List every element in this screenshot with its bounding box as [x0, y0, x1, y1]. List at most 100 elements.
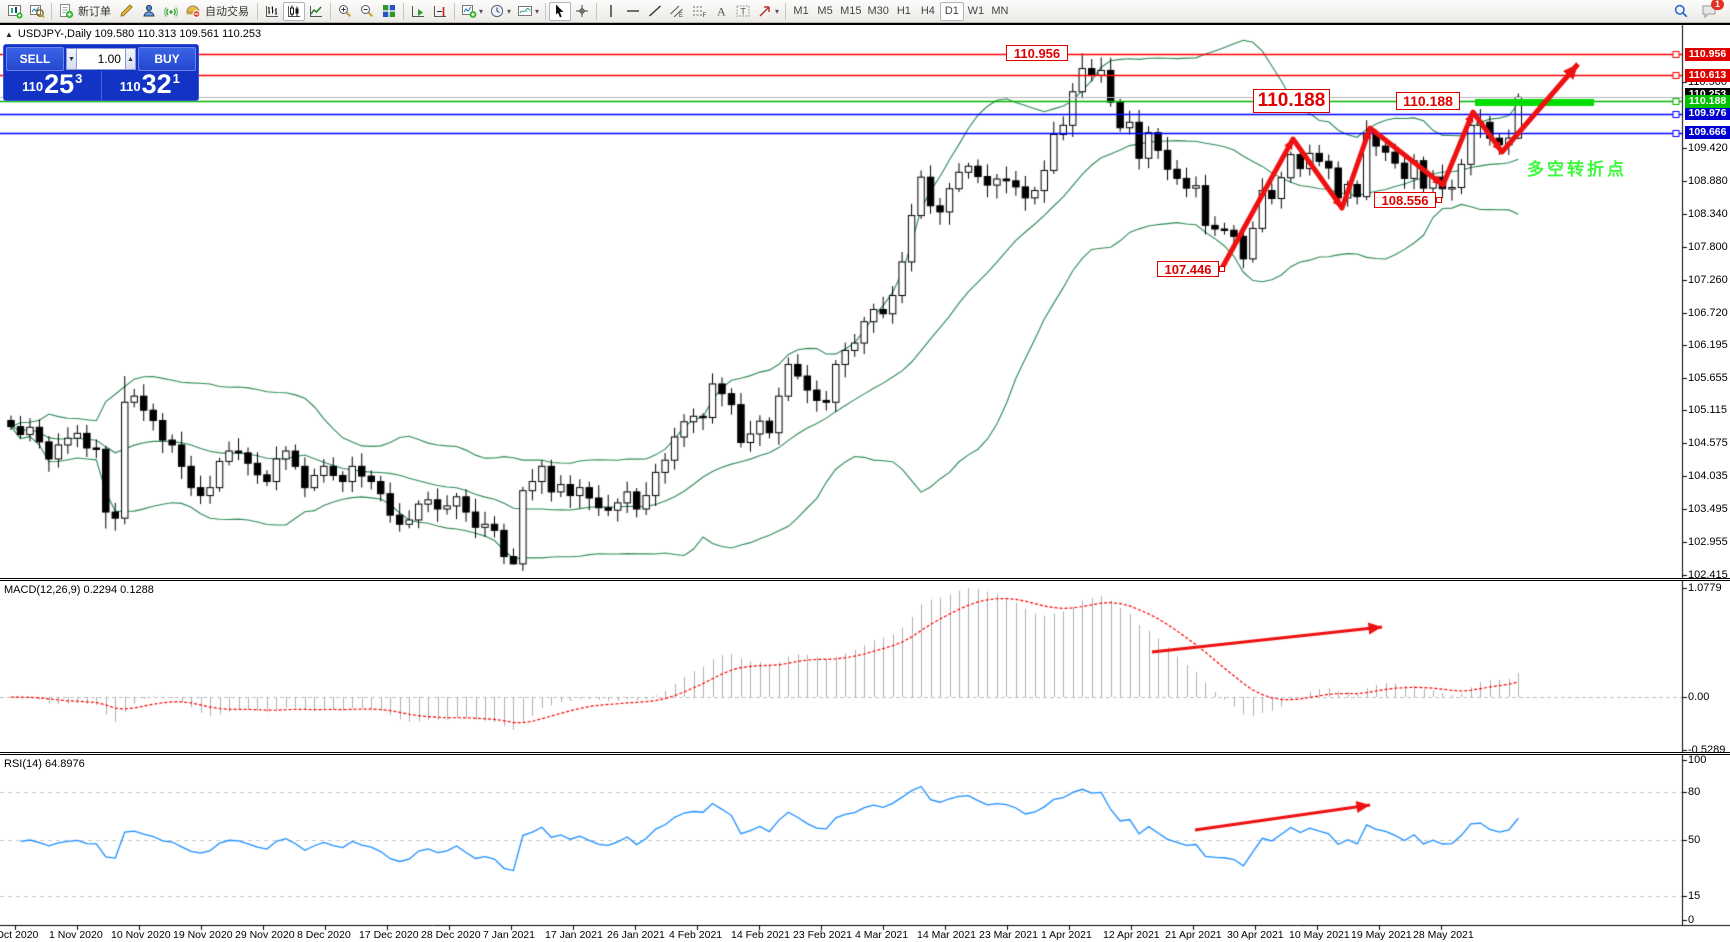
toolbar-separator	[545, 2, 547, 20]
indicators-button[interactable]: ▾	[458, 2, 486, 21]
date-label: 8 Dec 2020	[297, 929, 351, 941]
collapse-panel-icon[interactable]: ▲	[5, 29, 13, 39]
auto-trading-button[interactable]: 自动交易	[182, 2, 254, 21]
one-click-trading-panel: SELL ▼ ▲ BUY 110 25 3 110 32 1	[3, 44, 199, 101]
pane-separator-rsi[interactable]	[0, 752, 1730, 755]
arrows-tool-button[interactable]: ▾	[754, 2, 782, 21]
tile-windows-button[interactable]	[378, 2, 400, 21]
line-chart-icon	[308, 3, 324, 19]
candlestick-chart-button[interactable]	[283, 1, 305, 21]
text-button[interactable]: A	[710, 2, 732, 21]
date-label: 14 Mar 2021	[917, 929, 976, 941]
profiles-icon	[29, 3, 45, 19]
date-label: 2 Oct 2020	[0, 929, 39, 941]
price-label-box-110188-big[interactable]: 110.188	[1253, 89, 1330, 113]
date-label: 10 Nov 2020	[111, 929, 171, 941]
timeframe-m15-button[interactable]: M15	[840, 5, 862, 17]
price-label-box-108556[interactable]: 108.556	[1374, 192, 1442, 208]
date-label: 28 Dec 2020	[421, 929, 481, 941]
bar-chart-button[interactable]	[261, 2, 283, 21]
buy-price[interactable]: 110 32 1	[119, 69, 180, 99]
symbol-row: ▲ USDJPY-,Daily 109.580 110.313 109.561 …	[5, 28, 261, 40]
anchor-handle[interactable]	[1436, 197, 1442, 203]
zoom-out-button[interactable]	[356, 2, 378, 21]
trendline-button[interactable]	[644, 2, 666, 21]
new-chart-button[interactable]	[4, 2, 26, 21]
auto-trading-icon	[185, 3, 201, 19]
crosshair-button[interactable]	[571, 2, 593, 21]
volume-input[interactable]	[77, 48, 125, 70]
horizontal-line-icon	[625, 3, 641, 19]
date-label: 19 May 2021	[1351, 929, 1412, 941]
line-chart-button[interactable]	[305, 2, 327, 21]
rsi-scale-label: 15	[1688, 890, 1701, 902]
timeframe-m30-button[interactable]: M30	[867, 5, 889, 17]
rsi-scale-label: 50	[1688, 834, 1701, 846]
volume-increase-button[interactable]: ▲	[124, 48, 136, 70]
bar-chart-icon	[264, 3, 280, 19]
profiles-button[interactable]	[26, 2, 48, 21]
chart-window-border	[0, 23, 1730, 25]
sell-price[interactable]: 110 25 3	[4, 71, 102, 100]
text-label-button[interactable]: T	[732, 2, 754, 21]
date-label: 21 Apr 2021	[1165, 929, 1222, 941]
periods-button[interactable]: ▾	[486, 2, 514, 21]
dropdown-caret-icon[interactable]: ▾	[479, 6, 484, 16]
equidistant-channel-button[interactable]: E	[666, 2, 688, 21]
symbol-ohlc-label: USDJPY-,Daily 109.580 110.313 109.561 11…	[17, 28, 262, 40]
notifications-button[interactable]: 1	[1698, 0, 1724, 21]
dropdown-caret-icon[interactable]: ▾	[507, 6, 512, 16]
signals-button[interactable]	[160, 2, 182, 21]
timeframe-d1-button[interactable]: D1	[939, 1, 964, 21]
zoom-in-button[interactable]	[334, 2, 356, 21]
price-tick-label: 108.340	[1688, 207, 1728, 220]
buy-button[interactable]: BUY	[138, 47, 196, 71]
vertical-line-button[interactable]	[600, 2, 622, 21]
macd-scale-label: 1.0779	[1688, 582, 1722, 595]
rsi-label: RSI(14) 64.8976	[4, 758, 85, 770]
crayon-icon	[119, 3, 135, 19]
date-label: 28 May 2021	[1413, 929, 1474, 941]
price-label-box-110956[interactable]: 110.956	[1006, 45, 1068, 61]
price-tick-label: 109.420	[1688, 141, 1728, 154]
timeframe-mn-button[interactable]: MN	[991, 5, 1009, 17]
bull-bear-turning-point-note[interactable]: 多空转折点	[1527, 160, 1627, 179]
new-order-icon	[58, 3, 74, 19]
templates-button[interactable]: ▾	[514, 2, 542, 21]
date-label: 23 Mar 2021	[979, 929, 1038, 941]
sell-button[interactable]: SELL	[6, 47, 64, 71]
search-button[interactable]	[1670, 2, 1692, 21]
dropdown-caret-icon[interactable]: ▾	[775, 6, 780, 16]
axis-price-badge: 109.976	[1685, 107, 1730, 121]
timeframe-w1-button[interactable]: W1	[967, 5, 985, 17]
price-tick-label: 103.495	[1688, 503, 1728, 516]
macd-scale-label: -0.5289	[1688, 744, 1726, 757]
timeframe-m1-button[interactable]: M1	[793, 5, 809, 17]
tile-windows-icon	[381, 3, 397, 19]
expert-advisors-button[interactable]	[138, 2, 160, 21]
anchor-handle[interactable]	[1219, 266, 1225, 272]
horizontal-line-button[interactable]	[622, 2, 644, 21]
price-label-box-107446[interactable]: 107.446	[1157, 261, 1225, 277]
text-label-icon: T	[735, 3, 751, 19]
toolbar-separator	[51, 2, 52, 20]
timeframe-m5-button[interactable]: M5	[817, 5, 833, 17]
price-tick-label: 107.260	[1688, 273, 1728, 286]
volume-decrease-button[interactable]: ▼	[66, 48, 78, 70]
new-order-button[interactable]: 新订单	[55, 2, 116, 21]
timeframe-h1-button[interactable]: H1	[896, 5, 911, 17]
price-tick-label: 106.720	[1688, 306, 1728, 319]
timeframe-h4-button[interactable]: H4	[920, 5, 935, 17]
auto-scroll-button[interactable]	[407, 2, 429, 21]
chart-shift-button[interactable]	[429, 2, 451, 21]
price-label-box-110188-small[interactable]: 110.188	[1396, 92, 1460, 110]
crayon-button[interactable]	[116, 2, 138, 21]
dropdown-caret-icon[interactable]: ▾	[535, 6, 540, 16]
rsi-scale-label: 0	[1688, 914, 1695, 926]
fibonacci-button[interactable]: F	[688, 2, 710, 21]
pane-separator-macd[interactable]	[0, 578, 1730, 581]
cursor-button[interactable]	[549, 1, 572, 21]
date-label: 7 Jan 2021	[483, 929, 535, 941]
